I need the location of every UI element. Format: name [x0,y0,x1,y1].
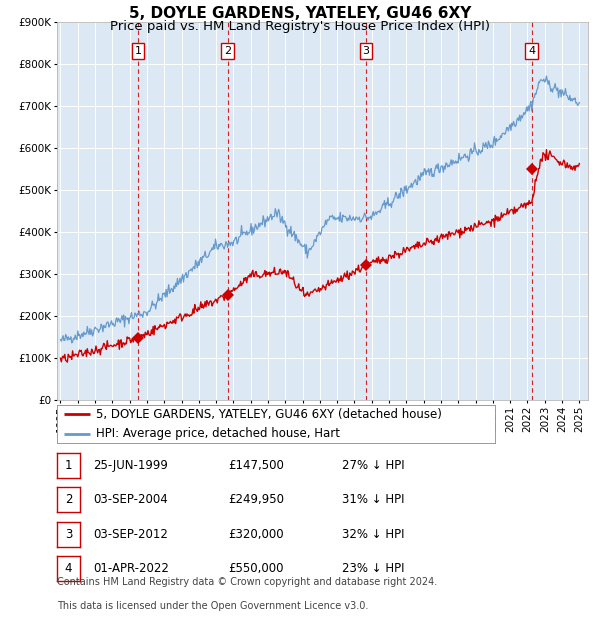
Text: 3: 3 [362,46,370,56]
Text: 2: 2 [65,494,72,507]
Text: This data is licensed under the Open Government Licence v3.0.: This data is licensed under the Open Gov… [57,601,368,611]
Text: HPI: Average price, detached house, Hart: HPI: Average price, detached house, Hart [97,427,340,440]
Text: £249,950: £249,950 [228,494,284,507]
Text: 23% ↓ HPI: 23% ↓ HPI [342,562,404,575]
Text: 4: 4 [528,46,535,56]
Text: 1: 1 [134,46,142,56]
Text: 4: 4 [65,562,72,575]
Text: Contains HM Land Registry data © Crown copyright and database right 2024.: Contains HM Land Registry data © Crown c… [57,577,437,587]
Text: 5, DOYLE GARDENS, YATELEY, GU46 6XY: 5, DOYLE GARDENS, YATELEY, GU46 6XY [129,6,471,21]
Text: 31% ↓ HPI: 31% ↓ HPI [342,494,404,507]
Text: 2: 2 [224,46,231,56]
Text: 5, DOYLE GARDENS, YATELEY, GU46 6XY (detached house): 5, DOYLE GARDENS, YATELEY, GU46 6XY (det… [97,408,442,421]
Text: £550,000: £550,000 [228,562,284,575]
Text: £147,500: £147,500 [228,459,284,472]
Text: 25-JUN-1999: 25-JUN-1999 [93,459,168,472]
Text: 27% ↓ HPI: 27% ↓ HPI [342,459,404,472]
Text: 01-APR-2022: 01-APR-2022 [93,562,169,575]
Text: £320,000: £320,000 [228,528,284,541]
Text: 1: 1 [65,459,72,472]
Text: 3: 3 [65,528,72,541]
Text: 32% ↓ HPI: 32% ↓ HPI [342,528,404,541]
Text: 03-SEP-2004: 03-SEP-2004 [93,494,168,507]
Text: 03-SEP-2012: 03-SEP-2012 [93,528,168,541]
Text: Price paid vs. HM Land Registry's House Price Index (HPI): Price paid vs. HM Land Registry's House … [110,20,490,33]
